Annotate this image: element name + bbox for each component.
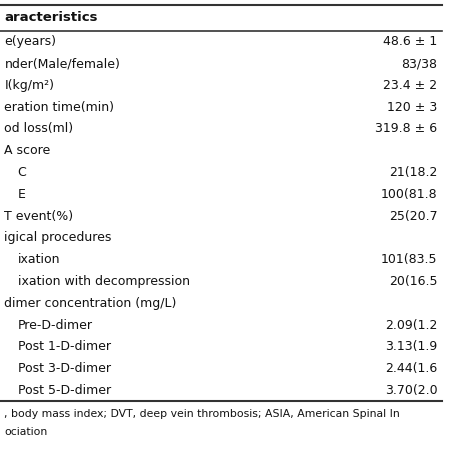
Text: 21(18.2: 21(18.2: [389, 166, 438, 179]
Text: 120 ± 3: 120 ± 3: [387, 100, 438, 114]
Text: Post 3-D-dimer: Post 3-D-dimer: [18, 362, 110, 375]
Text: ixation with decompression: ixation with decompression: [18, 275, 190, 288]
Text: nder(Male/female): nder(Male/female): [4, 57, 120, 70]
Text: 83/38: 83/38: [401, 57, 438, 70]
Text: T event(%): T event(%): [4, 210, 73, 223]
Text: 3.13(1.9: 3.13(1.9: [385, 340, 438, 354]
Text: Post 1-D-dimer: Post 1-D-dimer: [18, 340, 110, 354]
Text: 3.70(2.0: 3.70(2.0: [385, 384, 438, 397]
Text: C: C: [18, 166, 27, 179]
Text: igical procedures: igical procedures: [4, 231, 112, 245]
Text: 2.09(1.2: 2.09(1.2: [385, 319, 438, 332]
Text: 100(81.8: 100(81.8: [381, 188, 438, 201]
Text: aracteristics: aracteristics: [4, 11, 98, 24]
Text: dimer concentration (mg/L): dimer concentration (mg/L): [4, 297, 177, 310]
Text: Post 5-D-dimer: Post 5-D-dimer: [18, 384, 111, 397]
Text: ixation: ixation: [18, 253, 60, 266]
Text: 20(16.5: 20(16.5: [389, 275, 438, 288]
Text: E: E: [18, 188, 26, 201]
Text: e(years): e(years): [4, 35, 56, 48]
Text: ociation: ociation: [4, 427, 48, 437]
Text: 319.8 ± 6: 319.8 ± 6: [375, 122, 438, 136]
Text: 101(83.5: 101(83.5: [381, 253, 438, 266]
Text: Pre-D-dimer: Pre-D-dimer: [18, 319, 93, 332]
Text: 25(20.7: 25(20.7: [389, 210, 438, 223]
Text: A score: A score: [4, 144, 51, 157]
Text: I(kg/m²): I(kg/m²): [4, 79, 55, 92]
Text: eration time(min): eration time(min): [4, 100, 114, 114]
Text: , body mass index; DVT, deep vein thrombosis; ASIA, American Spinal In: , body mass index; DVT, deep vein thromb…: [4, 409, 400, 419]
Text: 48.6 ± 1: 48.6 ± 1: [383, 35, 438, 48]
Text: 23.4 ± 2: 23.4 ± 2: [383, 79, 438, 92]
Text: 2.44(1.6: 2.44(1.6: [385, 362, 438, 375]
Text: od loss(ml): od loss(ml): [4, 122, 73, 136]
